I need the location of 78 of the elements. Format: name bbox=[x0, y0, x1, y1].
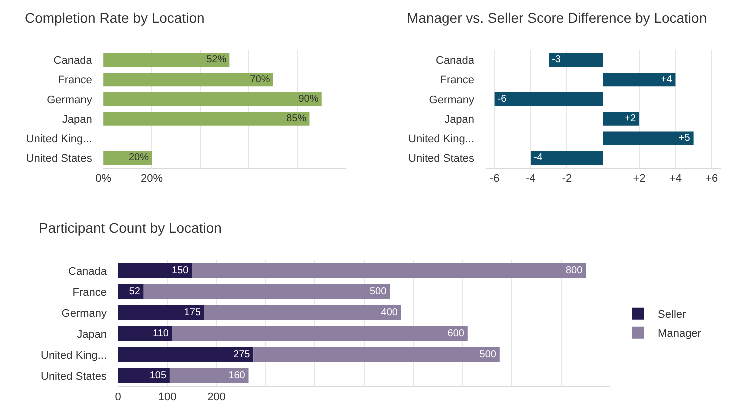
data-label: 600 bbox=[448, 328, 465, 340]
x-tick-label: +2 bbox=[633, 173, 646, 186]
y-tick-label: Germany bbox=[62, 308, 108, 320]
x-tick-label: 100 bbox=[158, 392, 177, 404]
bar bbox=[254, 348, 500, 362]
y-tick-label: Germany bbox=[429, 94, 476, 106]
bar bbox=[104, 72, 274, 87]
data-label: -6 bbox=[498, 94, 508, 105]
y-tick-label: United King... bbox=[26, 133, 92, 146]
data-label: 20% bbox=[128, 152, 150, 164]
x-tick-label: -6 bbox=[490, 173, 500, 186]
y-tick-label: France bbox=[440, 74, 475, 87]
data-label: 110 bbox=[153, 328, 170, 340]
y-tick-label: United States bbox=[408, 153, 476, 166]
x-tick-label: -2 bbox=[562, 173, 572, 186]
x-tick-label: +6 bbox=[706, 173, 718, 186]
bar bbox=[549, 53, 604, 68]
x-tick-label: 0 bbox=[115, 392, 122, 404]
y-tick-label: Canada bbox=[436, 55, 476, 68]
data-label: -4 bbox=[534, 152, 544, 164]
bar bbox=[118, 326, 172, 342]
y-tick-label: Japan bbox=[444, 114, 475, 126]
data-label: 150 bbox=[172, 265, 190, 276]
y-tick-label: United King... bbox=[408, 133, 475, 146]
bar bbox=[104, 53, 230, 68]
data-label: 52 bbox=[129, 286, 141, 298]
data-label: 500 bbox=[370, 286, 388, 298]
data-label: 105 bbox=[150, 370, 167, 382]
data-label: 70% bbox=[250, 74, 270, 86]
data-label: 275 bbox=[234, 349, 251, 360]
bar bbox=[118, 348, 254, 362]
bar bbox=[204, 306, 402, 320]
data-label: +2 bbox=[624, 114, 637, 124]
x-tick-label: -4 bbox=[526, 173, 536, 186]
chart-title: Participant Count by Location bbox=[39, 220, 222, 236]
bar bbox=[118, 306, 204, 320]
bar bbox=[530, 151, 604, 166]
data-label: +5 bbox=[678, 133, 691, 144]
chart-title: Completion Rate by Location bbox=[25, 10, 205, 26]
data-label: 500 bbox=[480, 349, 497, 360]
bar bbox=[603, 72, 676, 87]
bar bbox=[494, 92, 604, 106]
bar bbox=[104, 112, 310, 126]
bar bbox=[603, 112, 640, 126]
data-label: 160 bbox=[228, 370, 246, 382]
bar bbox=[118, 264, 192, 278]
x-tick-label: +4 bbox=[669, 173, 682, 186]
y-tick-label: France bbox=[58, 74, 92, 87]
y-tick-label: Japan bbox=[62, 114, 92, 126]
bar bbox=[603, 132, 694, 146]
y-tick-label: Japan bbox=[77, 328, 108, 341]
data-label: 175 bbox=[184, 307, 202, 318]
y-tick-label: United King... bbox=[41, 350, 108, 362]
data-label: +4 bbox=[660, 74, 673, 86]
y-tick-label: United States bbox=[41, 370, 108, 383]
legend-label: Seller bbox=[658, 309, 687, 322]
data-label: 85% bbox=[286, 114, 307, 124]
bar bbox=[192, 264, 586, 278]
bar bbox=[104, 92, 322, 106]
data-label: 400 bbox=[381, 307, 398, 318]
data-label: -3 bbox=[552, 54, 562, 66]
y-tick-label: Canada bbox=[54, 55, 94, 68]
bar bbox=[118, 368, 170, 384]
data-label: 800 bbox=[566, 265, 584, 276]
y-tick-label: United States bbox=[26, 153, 93, 166]
bar bbox=[172, 326, 468, 342]
bar bbox=[170, 368, 249, 384]
y-tick-label: France bbox=[72, 286, 108, 299]
x-tick-label: 0% bbox=[96, 173, 112, 186]
chart-title: Manager vs. Seller Score Difference by Location bbox=[407, 10, 708, 26]
legend-label: Manager bbox=[658, 328, 702, 340]
y-tick-label: Germany bbox=[47, 94, 93, 106]
bar bbox=[144, 284, 390, 300]
data-label: 90% bbox=[298, 94, 319, 105]
data-label: 52% bbox=[206, 54, 227, 66]
x-tick-label: 200 bbox=[208, 392, 226, 404]
y-tick-label: Canada bbox=[68, 266, 108, 278]
x-tick-label: 20% bbox=[141, 173, 164, 186]
